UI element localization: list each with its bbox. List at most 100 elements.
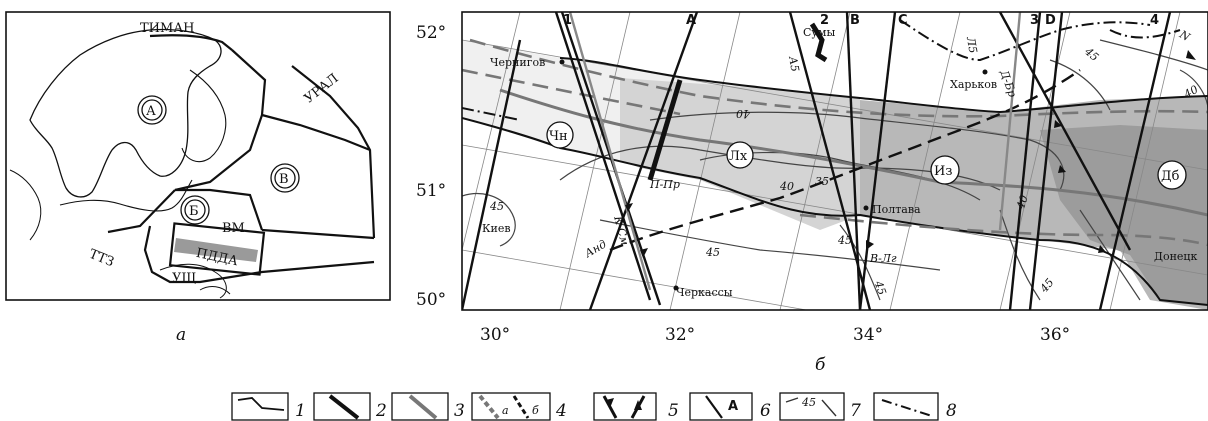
panel-b-frame — [461, 11, 1208, 311]
fault-label-p-pr: П-Пр — [649, 178, 680, 191]
legend-box-6 — [689, 392, 753, 421]
fault-label-a5: А5 — [786, 54, 802, 72]
legend-tooth-5b — [634, 400, 642, 410]
city-chernigov-dot — [559, 59, 565, 65]
caption-a: а — [176, 325, 186, 345]
zone-db-circle — [1157, 160, 1187, 190]
contour-label-10: 40 — [1181, 83, 1200, 102]
contour-label-3: 35 — [815, 175, 829, 188]
legend-box-4 — [471, 392, 551, 421]
zone-chn-circle — [546, 121, 574, 149]
city-kharkov-dot — [982, 69, 988, 75]
label-vm: ВМ — [222, 221, 245, 236]
city-poltava-dot — [863, 205, 869, 211]
contour-label-11: 45 — [837, 234, 852, 247]
legend-box-5 — [593, 392, 657, 421]
city-cherkassy-dot — [673, 285, 679, 291]
fault-sumy-thick — [809, 22, 828, 63]
legend-num-7: 7 — [850, 401, 861, 421]
city-sumy: Сумы — [803, 26, 835, 39]
lon-tick-32: 32° — [665, 325, 695, 345]
pdda-fill — [174, 238, 258, 262]
label-ttz: ТТЗ — [87, 247, 116, 270]
legend-box-3 — [391, 392, 449, 421]
fennoscandia-boundary — [174, 49, 267, 192]
contour-label-9: 45 — [1081, 44, 1101, 64]
block-b-inner — [184, 199, 206, 221]
contour-label-1: 45 — [489, 200, 504, 213]
zone-db-label: Дб — [1161, 169, 1180, 184]
legend-box-2 — [313, 392, 371, 421]
caption-b: б — [815, 355, 826, 375]
pdda-rectangle — [168, 222, 266, 276]
city-cherkassy: Черкассы — [676, 286, 733, 299]
legend-mark-7: 45 — [801, 396, 816, 409]
fault-label-d-br: Д-Бр — [997, 67, 1019, 99]
city-kharkov: Харьков — [950, 78, 997, 91]
coastline-finland — [181, 69, 227, 163]
profile-number-2: 2 — [820, 13, 829, 28]
north-arrow-icon — [1186, 50, 1196, 60]
contour-label-8: 40 — [1014, 193, 1031, 212]
timan-boundary — [149, 34, 233, 51]
city-donetsk: Донецк — [1154, 250, 1197, 263]
lat-tick-52: 52° — [416, 23, 446, 43]
legend: 1 2 3 а б 4 5 A 6 45 7 8 — [231, 392, 957, 421]
panel-b: Чн Лх Из Дб Чернигов Сумы Харьков Полтав… — [416, 11, 1208, 375]
zone-lh-circle — [726, 141, 754, 169]
profile-letter-a: A — [686, 13, 696, 28]
legend-box-1 — [231, 392, 289, 421]
legend-sub-a: а — [502, 404, 509, 417]
block-a-inner — [141, 99, 163, 121]
block-v-inner — [274, 167, 296, 189]
legend-sub-b: б — [532, 404, 539, 417]
block-a-label: А — [146, 104, 156, 119]
faults-dashed — [609, 69, 1081, 252]
coastline-baltic-south — [59, 179, 193, 212]
legend-symbol-4a — [478, 394, 500, 420]
contour-label-4: 40 — [779, 180, 794, 193]
contour-label-2: 40 — [736, 107, 751, 120]
city-chernigov: Чернигов — [490, 56, 545, 69]
contour-label-5: 45 — [705, 246, 720, 259]
profile-number-4: 4 — [1150, 13, 1159, 28]
legend-tooth-5a — [606, 398, 614, 408]
coastline-west — [9, 169, 42, 241]
label-ushch: УЩ — [172, 271, 196, 286]
lat-tick-50: 50° — [416, 290, 446, 310]
contour-label-7: 45 — [1037, 276, 1057, 296]
block-v-label: В — [279, 172, 289, 187]
panel-a: ТИМАН УРАЛ ТТЗ ВМ ПДДА УЩ А Б В а — [5, 11, 391, 345]
legend-num-4: 4 — [555, 401, 567, 421]
city-kiev: Киев — [482, 222, 511, 235]
coastline-scandinavia — [29, 28, 222, 198]
profile-letter-d: D — [1045, 13, 1056, 28]
legend-num-6: 6 — [760, 401, 771, 421]
profile-letter-c: C — [898, 13, 908, 28]
label-timan: ТИМАН — [140, 21, 195, 36]
legend-num-1: 1 — [295, 401, 306, 421]
sarmatia-north-boundary — [175, 188, 375, 240]
legend-symbol-4b — [512, 395, 530, 419]
panel-a-frame — [5, 11, 391, 301]
legend-num-2: 2 — [375, 401, 387, 421]
legend-num-8: 8 — [946, 401, 957, 421]
fault-label-l5: Л5 — [964, 35, 980, 54]
legend-mark-6: A — [728, 399, 738, 414]
sarmatia-south-boundary — [143, 225, 375, 284]
volgo-uralia-boundary — [261, 113, 371, 152]
ural-boundary — [291, 65, 376, 239]
block-b-label: Б — [189, 204, 199, 219]
legend-num-5: 5 — [668, 401, 679, 421]
contour-label-6: 45 — [871, 278, 888, 297]
lat-tick-51: 51° — [416, 181, 446, 201]
legend-symbol-7 — [785, 397, 837, 417]
fault-thick-pp — [647, 79, 683, 181]
legend-box-8 — [873, 392, 939, 421]
ttz-boundary — [107, 189, 176, 234]
fault-teeth — [625, 120, 1106, 258]
fault-label-and: Анд — [582, 238, 609, 261]
legend-symbol-1 — [237, 397, 285, 411]
lon-tick-34: 34° — [853, 325, 883, 345]
